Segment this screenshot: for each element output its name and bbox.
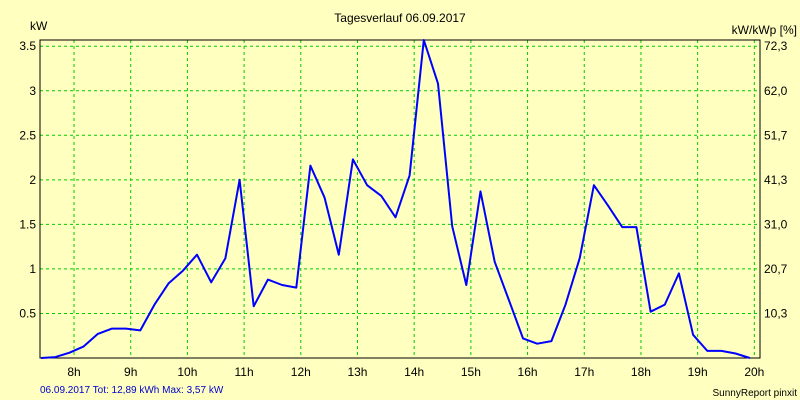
x-tick-label: 14h	[404, 365, 424, 379]
plot-area-frame	[39, 39, 761, 359]
x-tick-label: 9h	[124, 365, 137, 379]
grid	[40, 40, 760, 358]
y-axis-right-ticks: 10,3 20,7 31,0 41,3 51,7 62,0 72,3	[764, 39, 788, 320]
y2-tick-label: 20,7	[764, 262, 788, 276]
x-tick-label: 13h	[347, 365, 367, 379]
y2-tick-label: 62,0	[764, 84, 788, 98]
y-axis-right-label: kW/kWp [%]	[732, 23, 797, 37]
footer-credit: SunnyReport pinxit	[713, 388, 798, 399]
y-tick-label: 2.5	[19, 128, 36, 142]
x-tick-label: 17h	[574, 365, 594, 379]
y-tick-label: 1.5	[19, 217, 36, 231]
y2-tick-label: 31,0	[764, 217, 788, 231]
y-tick-label: 0.5	[19, 306, 36, 320]
y-tick-label: 1	[29, 262, 36, 276]
x-tick-label: 18h	[631, 365, 651, 379]
x-tick-label: 16h	[518, 365, 538, 379]
y2-tick-label: 10,3	[764, 306, 788, 320]
series-line-power	[41, 39, 751, 359]
x-tick-label: 20h	[744, 365, 764, 379]
y2-tick-label: 72,3	[764, 39, 788, 53]
y-axis-left-label: kW	[30, 19, 48, 33]
y-axis-left-ticks: 0.5 1 1.5 2 2.5 3 3.5	[19, 39, 36, 320]
x-tick-label: 19h	[688, 365, 708, 379]
y2-tick-label: 41,3	[764, 173, 788, 187]
y-tick-label: 2	[29, 173, 36, 187]
x-tick-label: 12h	[291, 365, 311, 379]
chart-title: Tagesverlauf 06.09.2017	[334, 11, 466, 25]
y2-tick-label: 51,7	[764, 128, 788, 142]
x-tick-label: 11h	[235, 365, 254, 379]
x-tick-label: 10h	[177, 365, 197, 379]
y-tick-label: 3.5	[19, 39, 36, 53]
x-axis-ticks: 8h 9h 10h 11h 12h 13h 14h 15h 16h 17h 18h 19h 20h	[67, 365, 764, 379]
x-tick-label: 15h	[461, 365, 481, 379]
x-tick-label: 8h	[67, 365, 80, 379]
y-tick-label: 3	[29, 84, 36, 98]
footer-summary: 06.09.2017 Tot: 12,89 kWh Max: 3,57 kW	[40, 385, 224, 396]
